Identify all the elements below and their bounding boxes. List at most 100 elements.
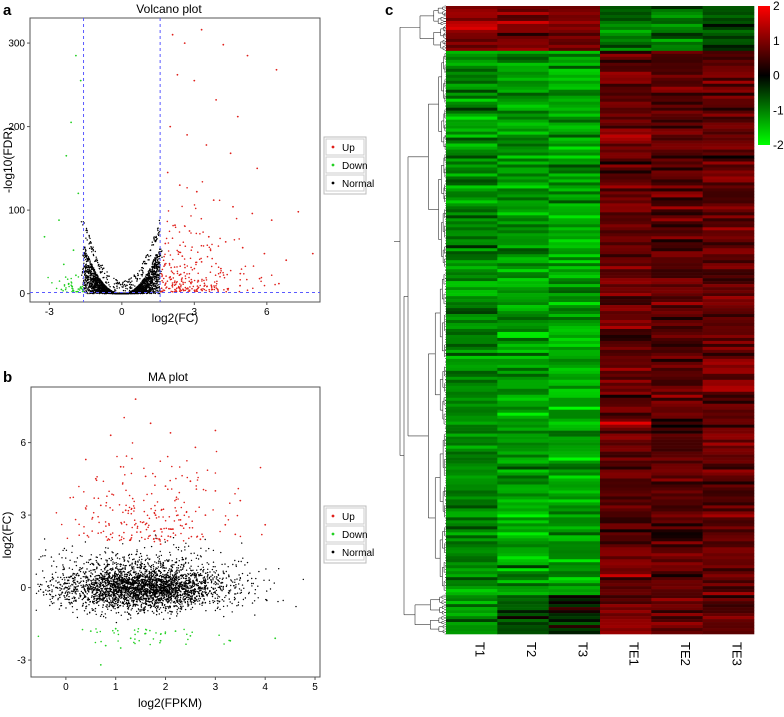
ma-normal-point [93, 582, 94, 583]
volcano-normal-point [93, 276, 94, 277]
ma-normal-point [219, 596, 220, 597]
volcano-up-point [179, 265, 181, 267]
ma-normal-point [168, 607, 169, 608]
ma-normal-point [135, 561, 136, 562]
volcano-normal-point [157, 256, 158, 257]
ma-normal-point [69, 592, 70, 593]
ma-normal-point [114, 608, 115, 609]
ma-normal-point [191, 593, 192, 594]
volcano-normal-point [118, 283, 119, 284]
ma-normal-point [62, 564, 63, 565]
volcano-up-point [199, 285, 201, 287]
ma-normal-point [97, 578, 98, 579]
volcano-down-point [56, 288, 58, 290]
volcano-down-point [78, 276, 80, 278]
ma-normal-point [76, 589, 77, 590]
volcano-normal-point [158, 235, 159, 236]
ma-normal-point [201, 581, 202, 582]
volcano-normal-point [85, 269, 86, 270]
volcano-down-point [70, 122, 72, 124]
volcano-up-point [220, 272, 222, 274]
ma-normal-point [135, 574, 136, 575]
ma-normal-point [110, 560, 111, 561]
volcano-normal-point [96, 275, 97, 276]
volcano-normal-point [85, 256, 86, 257]
ma-normal-point [118, 612, 119, 613]
ma-normal-point [190, 566, 191, 567]
ma-normal-point [59, 608, 60, 609]
volcano-up-point [208, 236, 210, 238]
ma-normal-point [263, 580, 264, 581]
ma-normal-point [269, 580, 270, 581]
ma-normal-point [254, 593, 255, 594]
ma-normal-point [63, 577, 64, 578]
volcano-normal-point [86, 287, 87, 288]
ma-normal-point [198, 574, 199, 575]
volcano-normal-point [158, 277, 159, 278]
ma-normal-point [103, 601, 104, 602]
ma-normal-point [145, 585, 146, 586]
volcano-up-point [172, 225, 174, 227]
ma-normal-point [181, 578, 182, 579]
volcano-up-point [173, 273, 175, 275]
ma-normal-point [157, 587, 158, 588]
ma-normal-point [140, 609, 141, 610]
ma-normal-point [79, 593, 80, 594]
ma-normal-point [265, 568, 266, 569]
ma-normal-point [64, 579, 65, 580]
volcano-down-point [81, 288, 83, 290]
volcano-normal-point [132, 284, 133, 285]
ma-normal-point [217, 608, 218, 609]
volcano-up-point [176, 288, 178, 290]
ma-normal-point [219, 586, 220, 587]
volcano-normal-point [99, 289, 100, 290]
volcano-up-point [205, 277, 207, 279]
volcano-up-point [189, 286, 191, 288]
ma-normal-point [109, 603, 110, 604]
volcano-normal-point [85, 284, 86, 285]
volcano-normal-point [99, 283, 100, 284]
ma-normal-point [97, 585, 98, 586]
ma-normal-point [215, 572, 216, 573]
ma-normal-point [136, 551, 137, 552]
volcano-normal-point [85, 230, 86, 231]
volcano-normal-point [122, 287, 123, 288]
volcano-normal-point [120, 284, 121, 285]
volcano-normal-point [157, 259, 158, 260]
volcano-normal-point [142, 272, 143, 273]
volcano-normal-point [92, 285, 93, 286]
ma-normal-point [207, 562, 208, 563]
ma-normal-point [228, 574, 229, 575]
volcano-up-point [169, 231, 171, 233]
ma-normal-point [120, 574, 121, 575]
ma-normal-point [58, 581, 59, 582]
volcano-up-point [261, 277, 263, 279]
volcano-normal-point [86, 264, 87, 265]
ma-normal-point [92, 573, 93, 574]
volcano-normal-point [135, 278, 136, 279]
volcano-up-point [165, 275, 167, 277]
ma-normal-point [223, 571, 224, 572]
ma-normal-point [160, 607, 161, 608]
ma-normal-point [124, 600, 125, 601]
volcano-ytick-label: 0 [19, 289, 25, 300]
volcano-normal-point [89, 269, 90, 270]
volcano-up-point [219, 238, 221, 240]
ma-normal-point [114, 563, 115, 564]
ma-normal-point [200, 598, 201, 599]
ma-normal-point [108, 602, 109, 603]
volcano-normal-point [137, 278, 138, 279]
volcano-normal-point [93, 254, 94, 255]
volcano-up-point [184, 282, 186, 284]
volcano-normal-point [154, 257, 155, 258]
volcano-normal-point [88, 258, 89, 259]
volcano-normal-point [152, 264, 153, 265]
volcano-normal-point [109, 286, 110, 287]
volcano-up-point [184, 42, 186, 44]
volcano-up-point [237, 116, 239, 118]
ma-normal-point [207, 578, 208, 579]
volcano-up-point [165, 282, 167, 284]
ma-normal-point [181, 603, 182, 604]
ma-normal-point [78, 583, 79, 584]
volcano-up-point [223, 274, 225, 276]
